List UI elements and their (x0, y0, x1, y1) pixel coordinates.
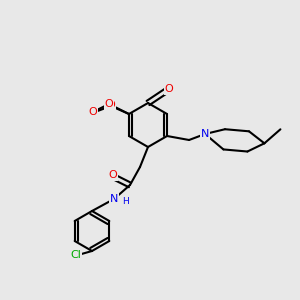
Text: N: N (201, 129, 209, 139)
Text: H: H (122, 196, 129, 206)
Text: O: O (88, 107, 97, 117)
Text: Cl: Cl (70, 250, 81, 260)
Text: N: N (110, 194, 118, 204)
Text: O: O (109, 170, 117, 180)
Text: O: O (105, 99, 113, 109)
Text: O: O (165, 84, 173, 94)
Text: O: O (106, 100, 115, 110)
